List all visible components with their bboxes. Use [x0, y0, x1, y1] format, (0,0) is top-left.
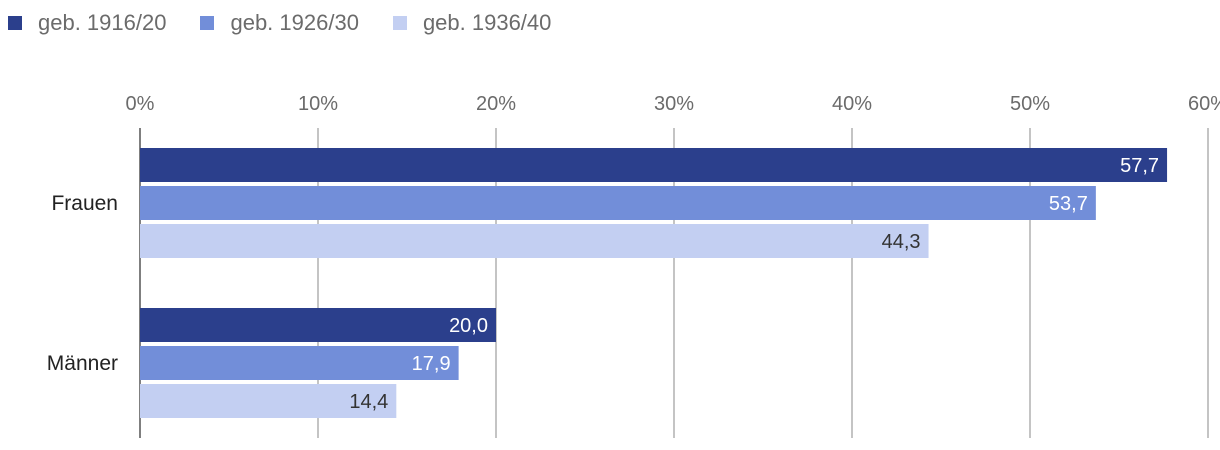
x-tick-label-0: 0% [126, 93, 155, 115]
legend-swatch-1916-20 [8, 16, 22, 30]
x-tick-label-60: 60% [1188, 93, 1220, 115]
x-axis-ticks: 0% 10% 20% 30% 40% 50% 60% [126, 93, 1220, 115]
x-tick-label-50: 50% [1010, 93, 1050, 115]
category-label-frauen: Frauen [51, 192, 118, 215]
legend-item-1926-30: geb. 1926/30 [200, 10, 359, 36]
x-tick-label-40: 40% [832, 93, 872, 115]
x-tick-label-20: 20% [476, 93, 516, 115]
category-labels: Frauen Männer [47, 192, 118, 375]
bar-value-label: 53,7 [1049, 193, 1088, 215]
bar-männer-0 [140, 308, 496, 342]
bar-frauen-0 [140, 148, 1168, 182]
bar-value-label: 17,9 [412, 353, 451, 375]
legend: geb. 1916/20 geb. 1926/30 geb. 1936/40 [8, 10, 585, 36]
bar-value-label: 20,0 [449, 315, 488, 337]
legend-label-1916-20: geb. 1916/20 [38, 10, 167, 35]
bar-frauen-1 [140, 186, 1096, 220]
bar-value-label: 14,4 [349, 391, 388, 413]
legend-label-1936-40: geb. 1936/40 [422, 10, 552, 35]
x-tick-label-10: 10% [298, 93, 338, 115]
x-tick-label-30: 30% [654, 93, 694, 115]
bar-frauen-2 [140, 224, 929, 258]
category-label-männer: Männer [47, 352, 118, 375]
legend-label-1926-30: geb. 1926/30 [230, 10, 359, 35]
bars: 57,7 53,7 44,3 20,0 17,9 14,4 [140, 148, 1168, 418]
legend-item-1916-20: geb. 1916/20 [8, 10, 166, 36]
legend-swatch-1926-30 [200, 16, 215, 30]
bar-value-label: 57,7 [1120, 155, 1159, 177]
bar-value-label: 44,3 [882, 231, 921, 253]
legend-item-1936-40: geb. 1936/40 [392, 10, 552, 36]
bar-männer-1 [140, 346, 459, 380]
legend-swatch-1936-40 [392, 16, 407, 30]
bar-männer-2 [140, 384, 397, 418]
